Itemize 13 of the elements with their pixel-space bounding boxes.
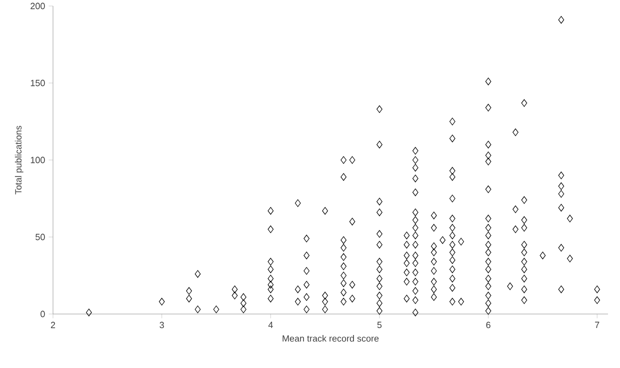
x-tick-label: 4	[268, 322, 273, 328]
x-tick-label: 5	[377, 322, 382, 328]
y-tick-label: 100	[30, 156, 45, 164]
y-tick-label: 150	[30, 80, 45, 86]
x-tick-label: 7	[595, 322, 600, 328]
y-axis-title: Total publications	[14, 126, 24, 194]
x-axis-title: Mean track record score	[282, 335, 379, 342]
y-tick-label: 0	[40, 310, 45, 318]
y-tick-label: 200	[30, 2, 45, 10]
x-tick-label: 2	[50, 322, 56, 328]
x-tick-label: 6	[486, 322, 490, 328]
x-tick-label: 3	[160, 322, 164, 328]
y-tick-label: 50	[36, 234, 45, 240]
